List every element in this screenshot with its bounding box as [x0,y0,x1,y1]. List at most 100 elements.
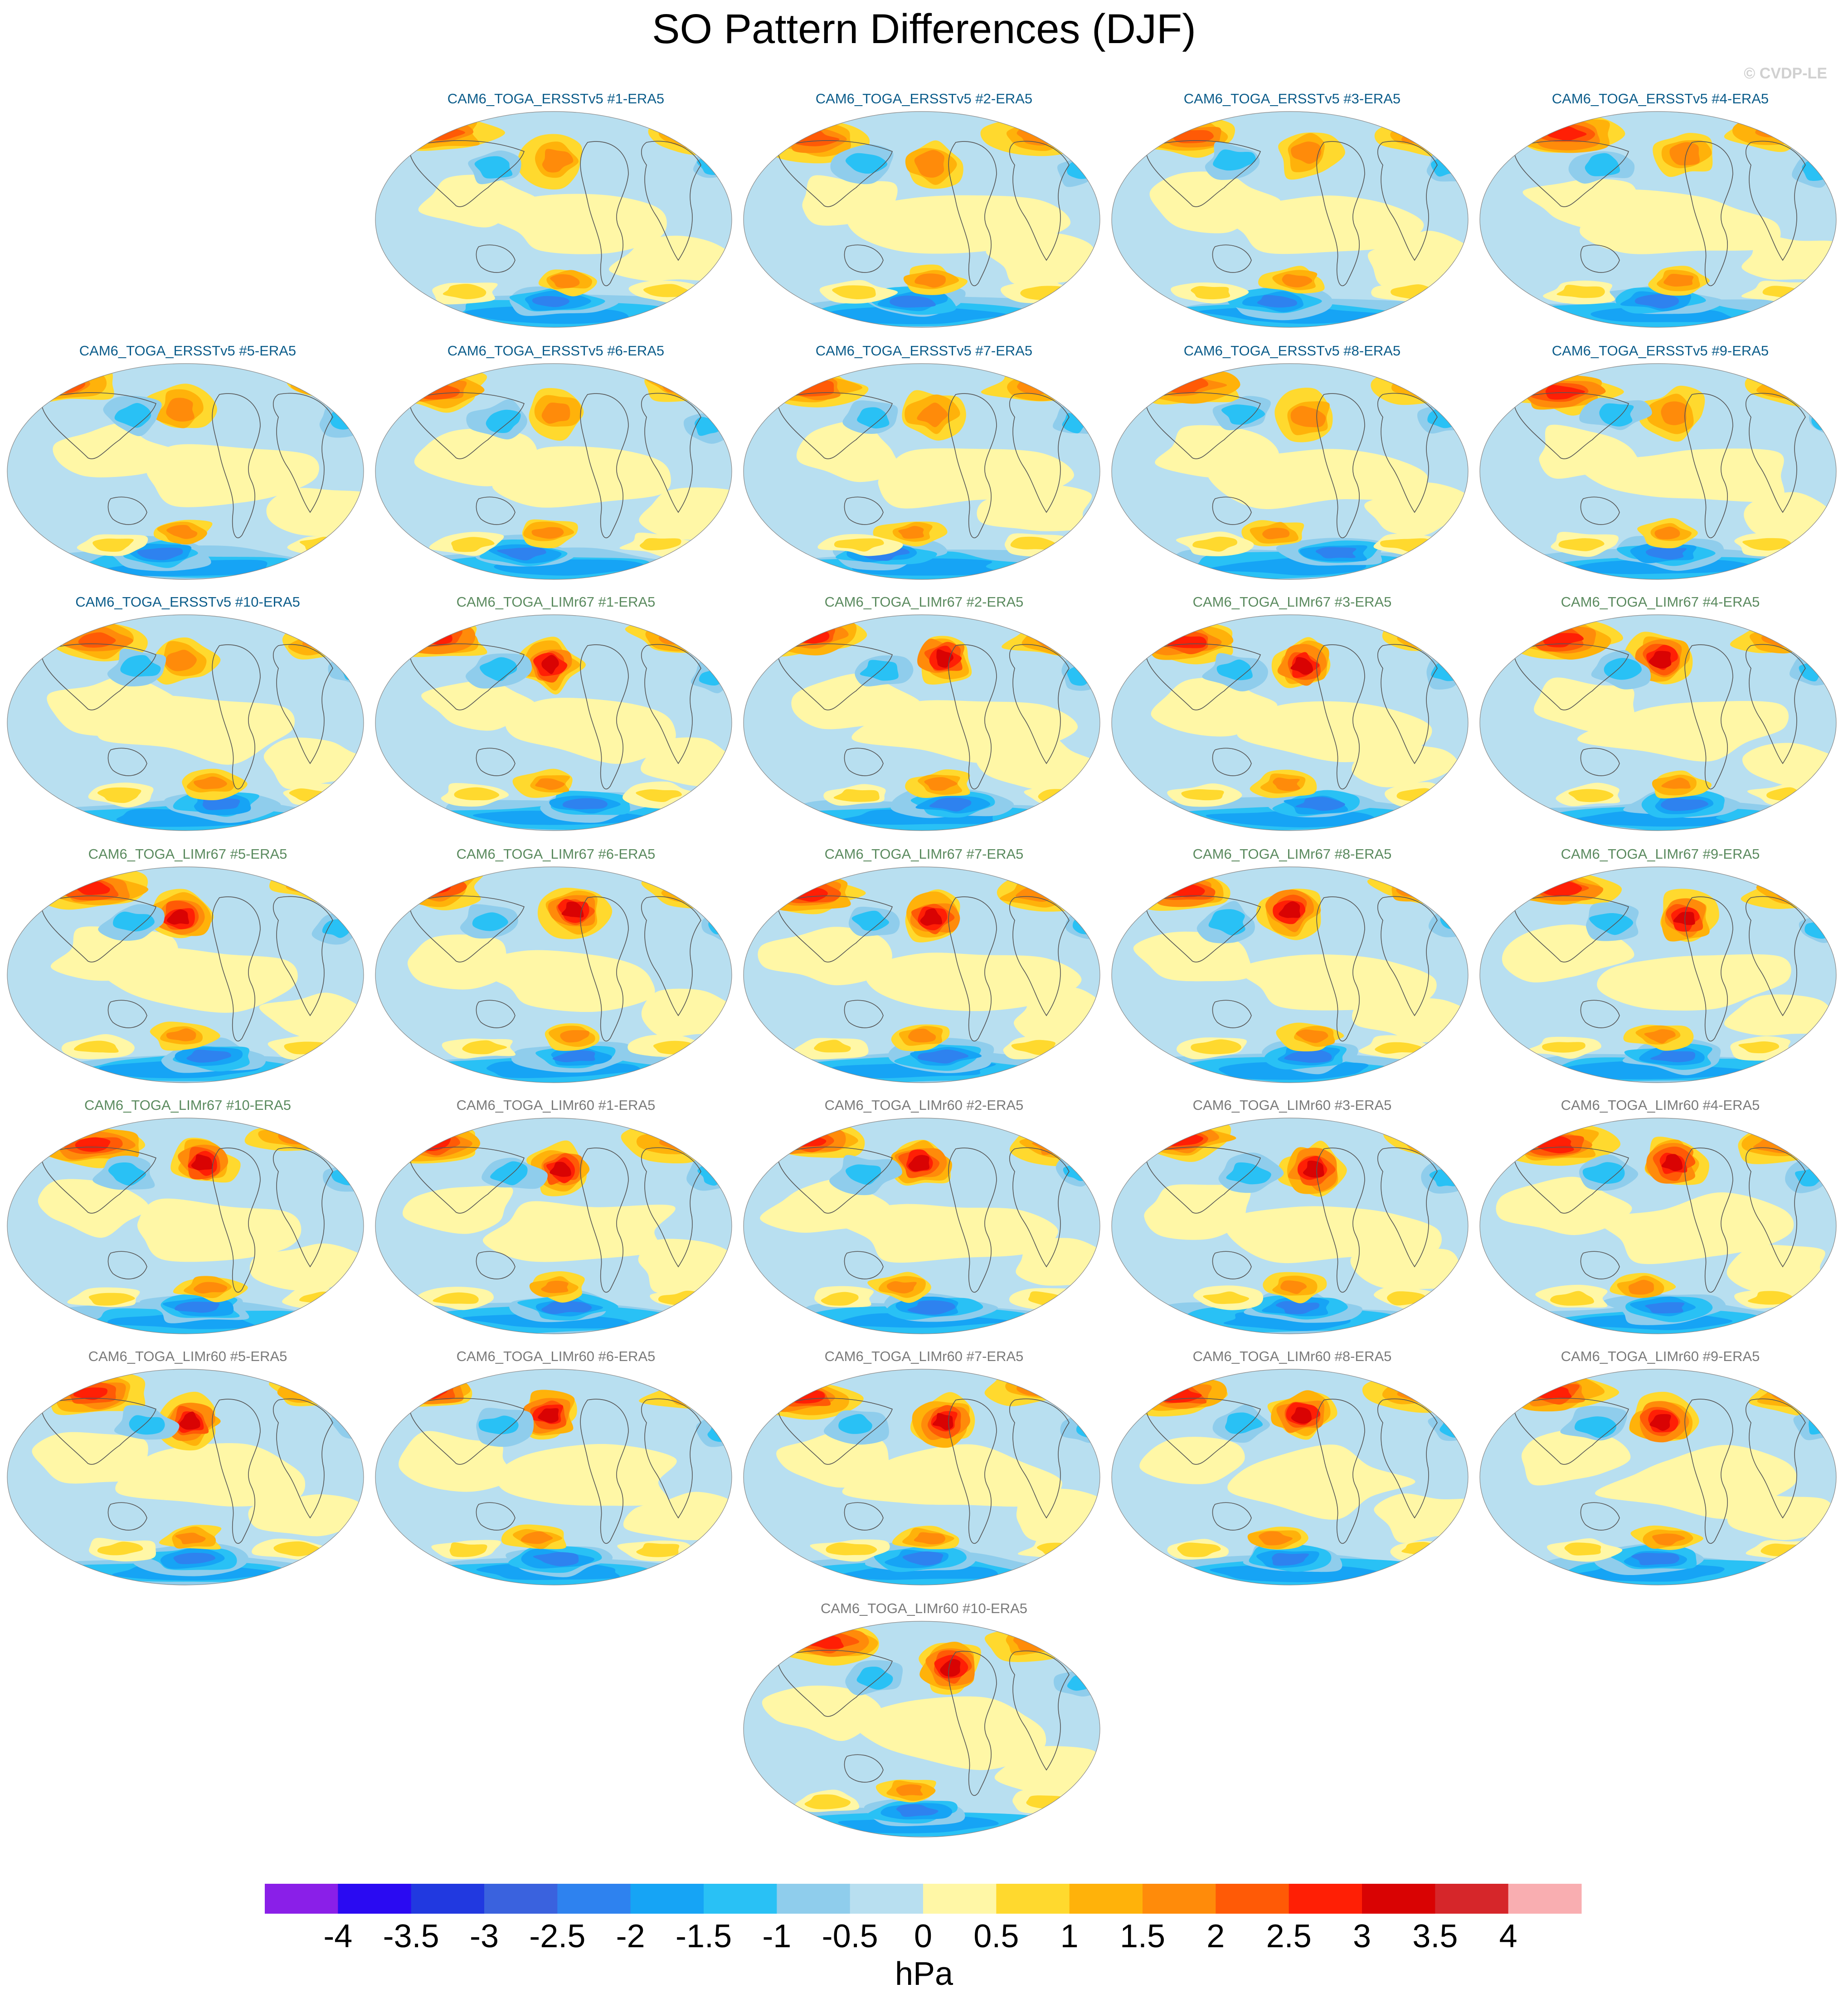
coastline [1745,393,1806,513]
world-map [1479,1118,1837,1334]
map-border [1111,111,1469,328]
negative-anomaly-center [175,1302,220,1313]
positive-anomaly-center [541,655,559,674]
positive-anomaly [492,446,671,508]
world-map [743,363,1100,580]
map-border [375,111,732,328]
map-border [1479,614,1837,831]
world-map [375,866,732,1083]
negative-anomaly-center [474,156,513,179]
negative-anomaly-center [929,797,972,812]
coastline [580,1399,629,1544]
positive-anomaly-center [917,402,948,428]
map-panel: CAM6_TOGA_LIMr67 #3-ERA5 [1111,594,1474,839]
positive-anomaly [1149,171,1281,233]
positive-anomaly-center [1644,1029,1676,1044]
coastline [41,643,157,710]
coastline [1212,244,1252,273]
coastline [641,1398,701,1519]
coastline [1212,1251,1252,1279]
map-border [743,614,1100,831]
world-map [7,1118,364,1334]
coastline [580,141,629,287]
coastline [1009,141,1070,261]
coastline [1377,393,1438,513]
positive-anomaly-center [908,1155,930,1172]
negative-anomaly-center [1257,295,1298,308]
negative-anomaly-center [1295,797,1345,811]
positive-anomaly-center [73,1387,108,1400]
map-panel: CAM6_TOGA_LIMr60 #4-ERA5 [1479,1097,1842,1342]
negative-anomaly-center [838,1414,872,1434]
panel-title: CAM6_TOGA_LIMr60 #10-ERA5 [820,1600,1027,1616]
negative-anomaly-center [113,911,155,932]
map-panel: CAM6_TOGA_ERSSTv5 #6-ERA5 [374,343,737,588]
colorbar-tick-label: -3.5 [383,1918,439,1954]
positive-anomaly [623,1492,732,1541]
positive-anomaly-center [1669,142,1700,165]
positive-anomaly [758,927,892,986]
positive-anomaly [1564,1542,1601,1556]
colorbar-tick-label: 2.5 [1266,1918,1312,1954]
coastline [844,748,884,776]
negative-anomaly-center [1634,294,1679,309]
positive-anomaly [1364,482,1468,536]
coastline [107,748,147,776]
map-border [743,111,1100,328]
colorbar-tick-label: 0.5 [973,1918,1019,1954]
positive-anomaly-center [541,1280,569,1293]
positive-anomaly [1352,743,1458,788]
positive-anomaly [483,1201,676,1262]
world-map [375,111,732,328]
positive-anomaly [115,1443,306,1507]
negative-anomaly-center [562,798,608,810]
map-border [1111,1118,1469,1334]
map-border [375,866,732,1083]
coastline [844,244,884,273]
coastline [1146,1147,1261,1214]
positive-anomaly-center [541,402,570,424]
positive-anomaly [53,423,182,477]
positive-anomaly [846,195,1071,254]
map-border [375,1369,732,1585]
world-map [375,614,732,831]
coastline [1514,392,1629,459]
positive-anomaly-center [1296,1029,1328,1043]
map-panel: CAM6_TOGA_LIMr60 #6-ERA5 [374,1348,737,1593]
coastline [1745,1398,1806,1519]
coastline [409,392,525,459]
positive-anomaly-center [1291,1407,1312,1424]
coastline [778,1147,893,1214]
coastline [1146,1398,1261,1465]
negative-anomaly-center [1646,547,1687,560]
map-border [375,363,732,580]
coastline [1377,1147,1438,1268]
world-map [375,363,732,580]
positive-anomaly-center [940,1659,961,1677]
world-map [1479,866,1837,1083]
negative-anomaly-center [846,1164,881,1185]
coastline [778,1398,893,1465]
coastline [948,1651,997,1796]
map-panel: CAM6_TOGA_LIMr67 #4-ERA5 [1479,594,1842,839]
panel-title: CAM6_TOGA_LIMr60 #3-ERA5 [1192,1097,1392,1113]
positive-anomaly [97,787,141,803]
negative-anomaly-center [186,1050,231,1063]
panel-title: CAM6_TOGA_LIMr60 #1-ERA5 [456,1097,656,1113]
map-panel: CAM6_TOGA_ERSSTv5 #3-ERA5 [1111,91,1474,335]
panel-title: CAM6_TOGA_LIMr67 #2-ERA5 [824,594,1024,610]
negative-anomaly-center [1315,547,1357,559]
positive-anomaly [451,537,495,552]
colorbar-tick-label: 3 [1352,1918,1371,1954]
coastline [1514,140,1629,207]
positive-anomaly-center [914,1532,946,1545]
map-panel: CAM6_TOGA_ERSSTv5 #10-ERA5 [6,594,369,839]
map-border [743,866,1100,1083]
positive-anomaly [791,673,921,729]
colorbar-box [850,1884,924,1914]
positive-anomaly-center [1290,657,1313,675]
colorbar-tick-label: -1.5 [675,1918,732,1954]
positive-anomaly [975,735,1098,791]
colorbar-box [777,1884,851,1914]
